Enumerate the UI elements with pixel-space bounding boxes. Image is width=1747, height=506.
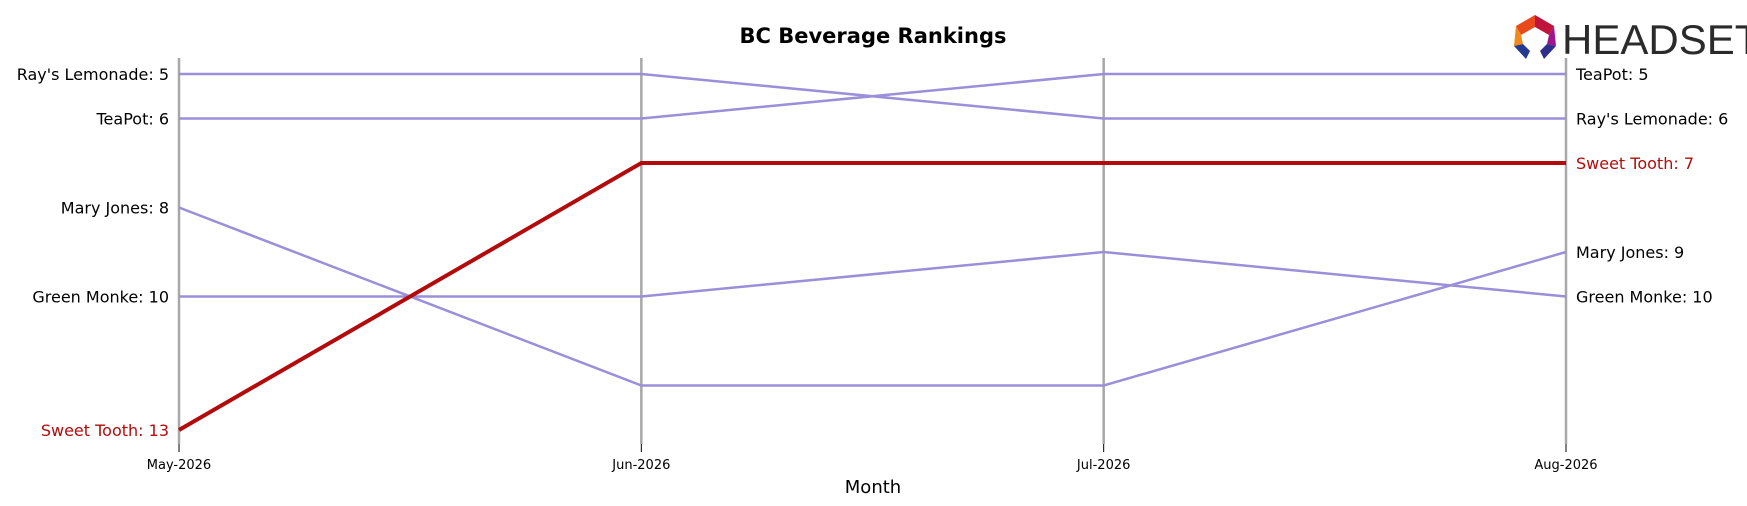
x-axis-ticks: May-2026 Jun-2026 Jul-2026 Aug-2026	[147, 444, 1598, 473]
x-tick-label: Jun-2026	[611, 458, 670, 473]
start-label: Sweet Tooth: 13	[41, 421, 169, 440]
series-line	[179, 250, 1567, 298]
end-label: TeaPot: 5	[1575, 65, 1649, 84]
x-tick-label: May-2026	[147, 458, 211, 473]
end-labels: Ray's Lemonade: 6 TeaPot: 5 Mary Jones: 9 G…	[1575, 65, 1728, 307]
end-label: Ray's Lemonade: 6	[1576, 110, 1728, 129]
start-label: Ray's Lemonade: 5	[17, 65, 169, 84]
start-label: Green Monke: 10	[32, 288, 169, 307]
series-line	[179, 72, 1566, 120]
start-label: Mary Jones: 8	[61, 199, 169, 218]
end-label: Green Monke: 10	[1576, 288, 1713, 307]
x-tick-label: Jul-2026	[1076, 458, 1130, 473]
headset-logo: HEADSET	[1514, 15, 1747, 63]
end-label: Sweet Tooth: 7	[1576, 154, 1694, 173]
series-lines	[177, 72, 1567, 432]
headset-logo-text: HEADSET	[1562, 16, 1747, 63]
chart-title: BC Beverage Rankings	[740, 24, 1007, 48]
start-label: TeaPot: 6	[96, 110, 170, 129]
x-axis-label: Month	[845, 477, 901, 498]
start-labels: Ray's Lemonade: 5 TeaPot: 6 Mary Jones: 8 G…	[17, 65, 169, 440]
headset-logo-mark-icon	[1514, 15, 1556, 59]
end-label: Mary Jones: 9	[1576, 243, 1684, 262]
series-line	[177, 161, 1566, 432]
x-tick-label: Aug-2026	[1534, 458, 1597, 473]
